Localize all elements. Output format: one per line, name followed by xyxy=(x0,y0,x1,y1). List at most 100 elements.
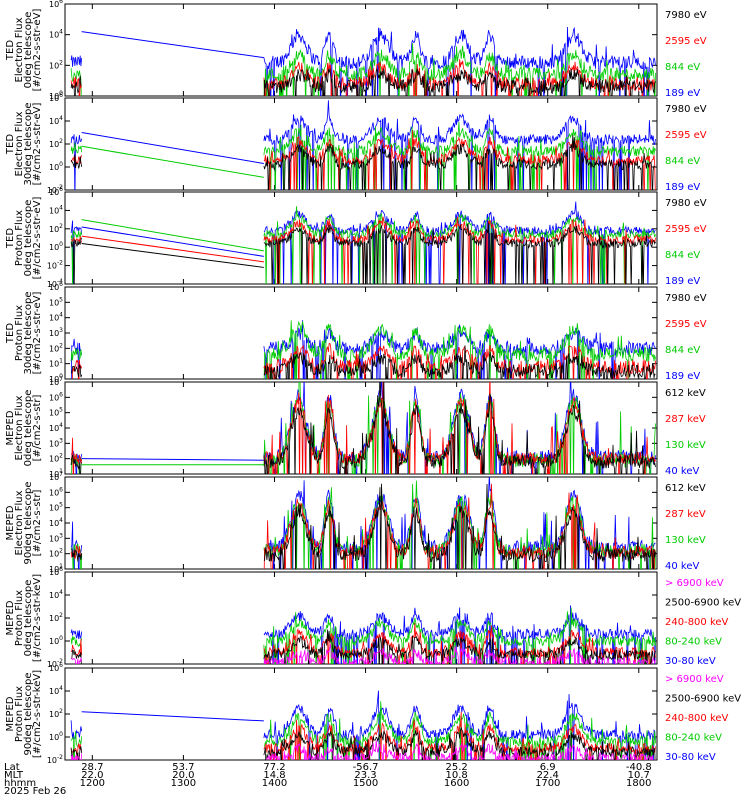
y-axis-label: Proton Flux xyxy=(14,210,25,266)
hhmm-tick-label: 1700 xyxy=(535,778,560,789)
series-line xyxy=(263,135,656,190)
series-line xyxy=(263,100,656,190)
series-line xyxy=(70,636,83,648)
data-layer xyxy=(70,477,656,569)
y-tick-label: 102 xyxy=(49,708,63,719)
data-layer xyxy=(70,690,656,760)
gap-line xyxy=(81,235,264,263)
y-tick-label: 104 xyxy=(49,685,63,696)
y-tick-label: 104 xyxy=(49,204,63,215)
gap-line xyxy=(81,226,264,257)
y-tick-label: 105 xyxy=(49,296,63,307)
series-line xyxy=(70,76,83,96)
y-tick-label: 103 xyxy=(49,327,63,338)
data-layer xyxy=(70,382,656,474)
legend-entry: 844 eV xyxy=(665,250,700,261)
legend-entry: 80-240 keV xyxy=(665,733,722,744)
series-line xyxy=(263,345,656,379)
series-line xyxy=(263,26,656,96)
series-line xyxy=(70,338,83,379)
y-axis-label: MEPED xyxy=(5,600,16,635)
series-line xyxy=(263,320,656,379)
x-axis-row-label: MLT xyxy=(4,770,24,781)
series-line xyxy=(266,740,656,760)
y-tick-label: 105 xyxy=(49,407,63,418)
series-line xyxy=(263,483,656,569)
legend-entry: 7980 eV xyxy=(665,293,707,304)
legend-entry: 7980 eV xyxy=(665,198,707,209)
y-axis-label: [#/cm2-s-str-eV] xyxy=(32,292,43,375)
hhmm-tick-label: 1300 xyxy=(171,778,196,789)
series-line xyxy=(70,454,83,474)
mlt-tick-label: 23.3 xyxy=(354,770,376,781)
y-tick-label: 102 xyxy=(49,59,63,70)
legend-entry: 612 keV xyxy=(665,388,706,399)
data-layer xyxy=(70,201,656,284)
legend-entry: > 6900 keV xyxy=(665,674,724,685)
y-tick-label: 10-2 xyxy=(47,658,63,669)
series-line xyxy=(263,201,656,284)
mlt-tick-label: 10.8 xyxy=(445,770,467,781)
series-line xyxy=(263,480,656,569)
y-tick-label: 106 xyxy=(49,391,63,402)
series-line xyxy=(70,68,82,96)
y-tick-label: 106 xyxy=(49,92,63,103)
series-line xyxy=(263,605,656,664)
y-axis-label: Proton Flux xyxy=(14,686,25,742)
y-axis-label: [#/cm2-s-str-keV] xyxy=(32,574,43,662)
series-line xyxy=(263,701,656,760)
y-tick-label: 10-2 xyxy=(47,754,63,765)
legend-entry: 189 eV xyxy=(665,371,700,382)
series-line xyxy=(70,236,83,245)
y-tick-label: 101 xyxy=(49,468,63,479)
legend-entry: 240-800 keV xyxy=(665,713,729,724)
series-line xyxy=(71,359,83,379)
y-tick-label: 102 xyxy=(49,548,63,559)
y-tick-label: 102 xyxy=(49,453,63,464)
y-tick-label: 104 xyxy=(49,312,63,323)
lat-tick-label: 25.2 xyxy=(445,762,467,773)
y-axis-label: [#/cm2-s-str] xyxy=(32,489,43,556)
series-line xyxy=(70,629,83,640)
y-tick-label: 103 xyxy=(49,532,63,543)
y-axis-label: [#/cm2-s-str-eV] xyxy=(32,103,43,186)
lat-tick-label: -56.7 xyxy=(353,762,379,773)
series-line xyxy=(263,382,656,474)
legend-entry: 2500-6900 keV xyxy=(665,694,741,705)
y-tick-label: 106 xyxy=(49,186,63,197)
x-axis-row-label: 2025 Feb 26 xyxy=(4,786,66,797)
y-tick-label: 106 xyxy=(49,0,63,9)
y-tick-label: 100 xyxy=(49,731,63,742)
series-line xyxy=(70,657,83,664)
gap-line xyxy=(81,219,264,252)
y-axis-label: Electron Flux xyxy=(14,395,25,460)
lat-tick-label: -40.8 xyxy=(626,762,652,773)
hhmm-tick-label: 1600 xyxy=(444,778,469,789)
y-axis-label: 90deg telescope xyxy=(23,672,34,755)
series-line xyxy=(70,731,83,760)
y-axis-label: 0deg telescope xyxy=(23,580,34,657)
y-tick-label: 107 xyxy=(49,471,63,482)
series-line xyxy=(263,607,656,664)
y-axis-label: Electron Flux xyxy=(14,111,25,176)
data-layer xyxy=(70,605,656,664)
legend-entry: > 6900 keV xyxy=(665,578,724,589)
series-line xyxy=(263,629,656,664)
series-line xyxy=(70,154,83,169)
legend-entry: 844 eV xyxy=(665,156,700,167)
y-axis-label: TED xyxy=(5,228,16,249)
series-line xyxy=(263,67,656,96)
legend-entry: 2595 eV xyxy=(665,319,707,330)
legend-entry: 80-240 keV xyxy=(665,637,722,648)
y-tick-label: 104 xyxy=(49,589,63,600)
series-line xyxy=(70,134,83,190)
y-tick-label: 104 xyxy=(49,422,63,433)
y-axis-label: 0deg telescope xyxy=(23,200,34,277)
y-tick-label: 106 xyxy=(49,486,63,497)
y-axis-label: [#/cm2-s-str] xyxy=(32,394,43,461)
